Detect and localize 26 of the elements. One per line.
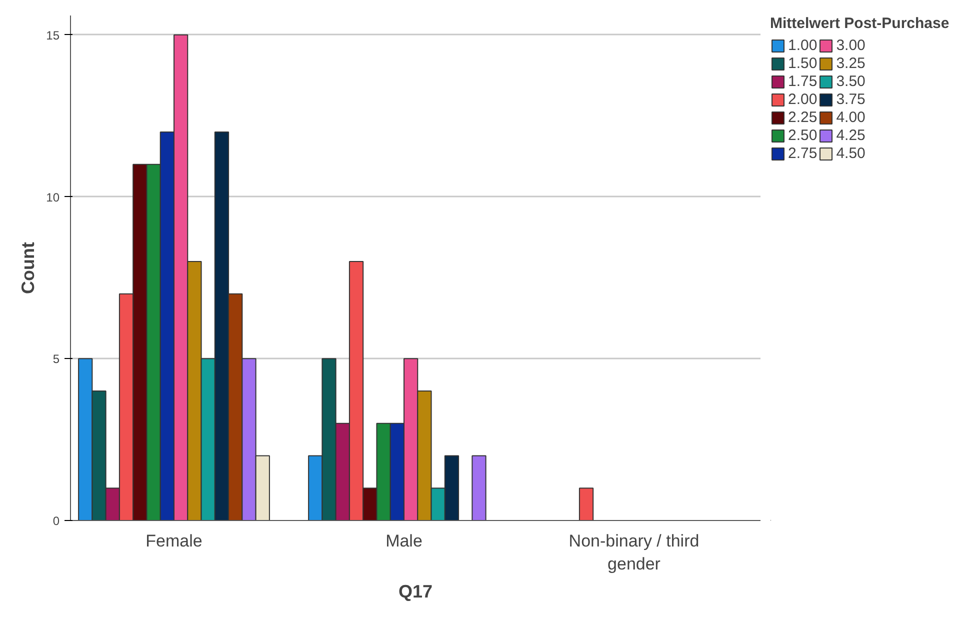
bar (578, 488, 594, 520)
x-tick-label: Male (386, 532, 422, 550)
y-tick-label: 0 (52, 514, 60, 528)
legend-label: 1.00 (788, 37, 818, 54)
legend-label: 3.50 (836, 73, 866, 90)
legend-label: 1.50 (788, 55, 818, 72)
legend-label: 2.00 (788, 91, 818, 108)
x-axis-title: Q17 (398, 581, 433, 602)
legend-label: 3.00 (836, 37, 866, 54)
legend-title: Mittelwert Post-Purchase (770, 15, 950, 32)
legend-label: 4.00 (836, 109, 866, 126)
y-tick-label: 15 (46, 28, 60, 42)
legend-label: 3.75 (836, 91, 866, 108)
bar (472, 455, 486, 520)
y-tick-label: 5 (52, 352, 60, 366)
legend-label: 4.25 (836, 127, 866, 144)
x-tick-label: Female (146, 532, 202, 550)
legend-label: 4.50 (836, 145, 866, 162)
y-tick-label: 10 (46, 190, 60, 204)
legend-label: 2.75 (788, 145, 818, 162)
legend-label: 3.25 (836, 55, 866, 72)
legend-label: 1.75 (788, 73, 818, 90)
legend-label: 2.25 (788, 109, 818, 126)
x-tick-label: Non-binary / third gender (568, 532, 700, 574)
legend-label: 2.50 (788, 127, 818, 144)
y-axis-title: Count (18, 242, 38, 294)
